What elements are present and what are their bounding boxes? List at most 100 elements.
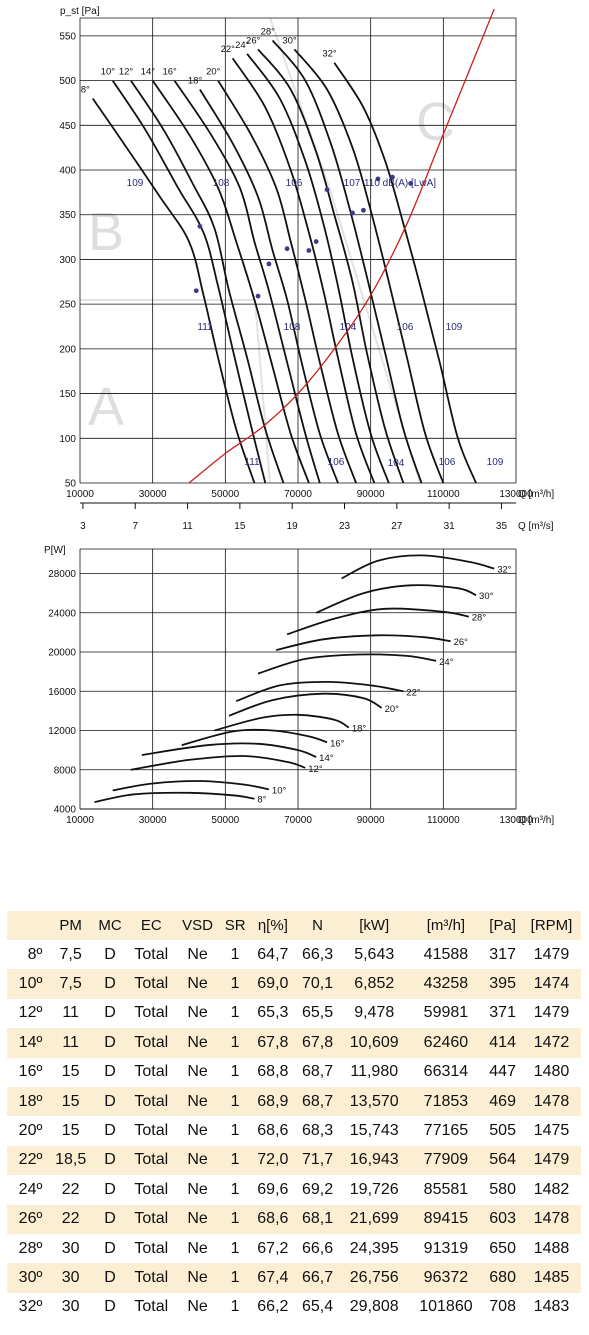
table-cell: Total xyxy=(127,1086,176,1117)
pressure-chart: B A C 10000 30000 50000 70000 90000 110000 130000… xyxy=(59,6,554,532)
table-cell: 16,943 xyxy=(339,1145,409,1176)
zone-boundary-bc xyxy=(269,17,421,484)
x-axis-label: Q [m³/h] xyxy=(518,815,554,826)
table-cell: 1482 xyxy=(521,1175,581,1205)
table-cell: Total xyxy=(127,969,176,999)
table-cell: 1 xyxy=(219,1204,251,1234)
column-header: SR xyxy=(219,911,251,940)
table-cell: Total xyxy=(127,998,176,1029)
secondary-tick-label: 35 xyxy=(496,521,508,532)
table-cell: 414 xyxy=(483,1028,522,1058)
zone-label-a: A xyxy=(88,377,124,437)
x-tick-label: 50000 xyxy=(211,815,239,826)
table-row: 12º 11 D Total Ne 1 65,3 65,5 9,478 59981 371 1479 xyxy=(7,998,581,1029)
power-curve xyxy=(141,742,317,758)
table-cell: 19,726 xyxy=(339,1175,409,1205)
pressure-curve xyxy=(231,57,376,484)
power-curve-label: 14° xyxy=(319,753,334,764)
row-angle-cell: 22º xyxy=(7,1145,49,1176)
table-cell: 1474 xyxy=(521,969,581,999)
y-axis-label: p_st [Pa] xyxy=(60,6,100,17)
table-cell: 1 xyxy=(219,1057,251,1087)
table-row: 30º 30 D Total Ne 1 67,4 66,7 26,756 96372 680 1485 xyxy=(7,1263,581,1293)
table-cell: 1 xyxy=(219,1145,251,1176)
y-tick-label: 16000 xyxy=(48,687,76,698)
power-curve-label: 18° xyxy=(352,724,367,735)
pressure-curve xyxy=(130,80,285,484)
power-curve-label: 28° xyxy=(472,613,487,624)
table-cell: 1483 xyxy=(521,1292,581,1323)
table-cell: 1478 xyxy=(521,1086,581,1117)
table-row: 16º 15 D Total Ne 1 68,8 68,7 11,980 66314 447 1480 xyxy=(7,1057,581,1087)
y-tick-label: 8000 xyxy=(54,765,77,776)
table-cell: 69,2 xyxy=(295,1175,340,1205)
db-label: 104 xyxy=(340,322,357,333)
operating-point xyxy=(350,210,355,216)
table-cell: 26,756 xyxy=(339,1263,409,1293)
y-tick-label: 12000 xyxy=(48,726,76,737)
table-cell: 13,570 xyxy=(339,1086,409,1117)
table-cell: Ne xyxy=(175,1263,220,1293)
table-cell: Total xyxy=(127,1204,176,1234)
secondary-axis-label: Q [m³/s] xyxy=(518,521,554,532)
power-curve xyxy=(257,653,437,675)
table-cell: Ne xyxy=(175,1204,220,1234)
pressure-curve-label: 10° xyxy=(101,67,116,78)
table-cell: 1 xyxy=(219,1175,251,1205)
table-cell: Total xyxy=(127,1263,176,1293)
table-cell: D xyxy=(93,1086,128,1117)
table-cell: 68,7 xyxy=(295,1057,340,1087)
table-cell: 96372 xyxy=(408,1263,484,1293)
table-row: 22º 18,5 D Total Ne 1 72,0 71,7 16,943 77909 564 14… xyxy=(7,1145,581,1176)
table-cell: 7,5 xyxy=(48,940,93,970)
table-cell: D xyxy=(93,1292,128,1323)
power-curve xyxy=(235,680,404,702)
pressure-curve-label: 32° xyxy=(322,49,337,60)
table-cell: 67,8 xyxy=(295,1028,340,1058)
pressure-curve-label: 12° xyxy=(119,67,134,78)
table-cell: Total xyxy=(127,940,176,970)
table-cell: 6,852 xyxy=(339,969,409,999)
x-tick-label: 70000 xyxy=(284,815,312,826)
power-curve xyxy=(275,634,451,651)
pressure-curve xyxy=(111,80,267,484)
table-cell: 77909 xyxy=(408,1145,484,1176)
table-cell: 1 xyxy=(219,998,251,1029)
pressure-curve xyxy=(173,80,321,484)
row-angle-cell: 16º xyxy=(7,1057,49,1087)
table-cell: 66,3 xyxy=(295,940,340,970)
table-cell: 447 xyxy=(483,1057,522,1087)
table-cell: Total xyxy=(127,1145,176,1176)
table-cell: 66,7 xyxy=(295,1263,340,1293)
table-cell: 1 xyxy=(219,1116,251,1146)
table-cell: 77165 xyxy=(408,1116,484,1146)
power-curve-label: 20° xyxy=(385,704,400,715)
pressure-curve-label: 8° xyxy=(81,84,90,95)
table-cell: 85581 xyxy=(408,1175,484,1205)
pressure-curve xyxy=(151,80,310,484)
table-cell: D xyxy=(93,1175,128,1205)
x-tick-label: 110000 xyxy=(427,815,460,826)
x-axis-label: Q [m³/h] xyxy=(518,489,554,500)
system-curve xyxy=(188,8,495,484)
db-label: 111 xyxy=(244,457,260,468)
table-cell: 71,7 xyxy=(295,1145,340,1176)
secondary-tick-label: 27 xyxy=(391,521,403,532)
table-cell: 1 xyxy=(219,1086,251,1117)
operating-point xyxy=(266,261,272,267)
table-cell: 1488 xyxy=(521,1233,581,1264)
table-cell: Ne xyxy=(175,1233,220,1264)
power-curve xyxy=(214,713,350,732)
table-cell: 68,6 xyxy=(250,1204,296,1234)
zone-label-b: B xyxy=(88,202,124,262)
table-cell: D xyxy=(93,940,128,970)
table-cell: 680 xyxy=(483,1263,522,1293)
pressure-curve-label: 16° xyxy=(162,67,177,78)
table-cell: Ne xyxy=(175,969,220,999)
table-cell: Total xyxy=(127,1116,176,1146)
power-curve-label: 32° xyxy=(497,565,512,576)
table-cell: Ne xyxy=(175,1175,220,1205)
table-cell: D xyxy=(93,1233,128,1264)
db-label: 110 dB(A) [LwA] xyxy=(364,178,436,189)
power-curve-label: 12° xyxy=(308,764,323,775)
